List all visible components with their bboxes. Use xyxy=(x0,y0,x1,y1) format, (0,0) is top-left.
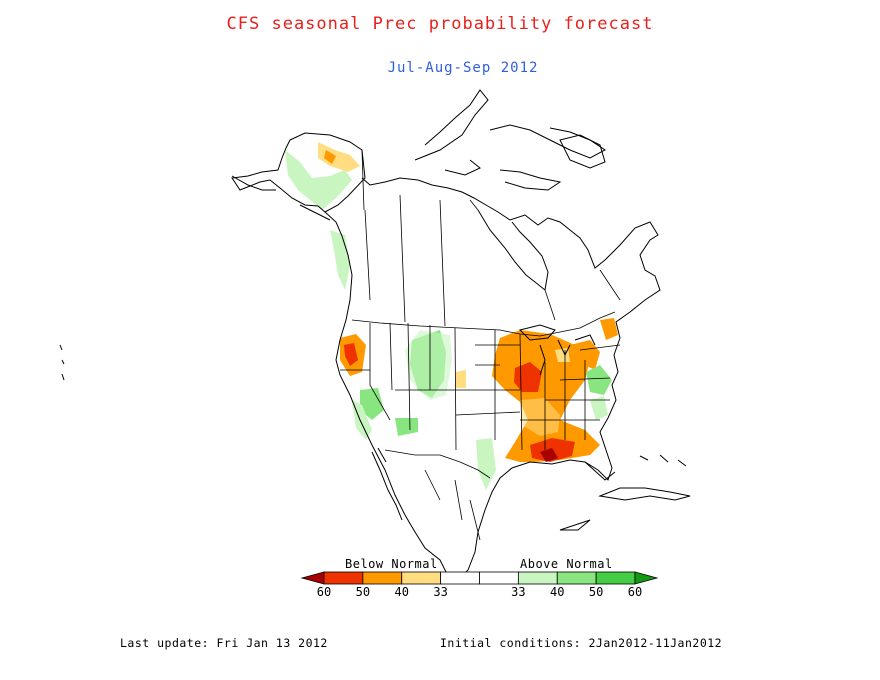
alaska-outline xyxy=(231,132,366,213)
aleutians xyxy=(231,175,331,221)
legend-below-label: Below Normal xyxy=(345,557,438,571)
arctic-islands xyxy=(414,89,606,191)
legend-tick-label-3: 40 xyxy=(395,585,409,599)
legend-color-bar: 60 50 40 33 33 40 50 60 xyxy=(300,571,659,599)
canada-provinces xyxy=(364,194,621,327)
mexico-states xyxy=(424,469,481,541)
shade-east-orange xyxy=(492,330,600,462)
shade-east-orange-north xyxy=(570,340,600,370)
shade-gulf-darkred xyxy=(540,448,558,462)
legend-tick-label-8: 60 xyxy=(628,585,642,599)
shade-oregon-red xyxy=(344,343,358,366)
legend-bin-0 xyxy=(300,571,325,585)
shade-alaska-green xyxy=(285,150,352,210)
legend-bin-9 xyxy=(634,571,659,585)
hawaii xyxy=(59,344,65,381)
shade-nevada-green xyxy=(360,388,384,420)
shade-texas-green xyxy=(476,438,496,490)
legend-bin-2 xyxy=(362,571,403,585)
shade-northern-plains-light xyxy=(405,330,452,400)
last-update-text: Last update: Fri Jan 13 2012 xyxy=(120,636,328,650)
legend-bin-4 xyxy=(440,571,480,585)
shade-southeast-yellow xyxy=(520,398,560,436)
us-canada-border xyxy=(351,311,616,337)
legend-bin-8 xyxy=(595,571,636,585)
shade-alaska-yellow xyxy=(318,142,360,172)
initial-conditions-text: Initial conditions: 2Jan2012-11Jan2012 xyxy=(440,636,723,650)
shade-arizona-green xyxy=(395,418,418,436)
map-subtitle: Jul-Aug-Sep 2012 xyxy=(387,60,539,76)
map-title: CFS seasonal Prec probability forecast xyxy=(226,14,654,34)
legend-bin-5 xyxy=(479,571,519,585)
shade-georgia-light xyxy=(590,396,608,420)
coastlines xyxy=(59,89,691,579)
shade-bc-coast-green xyxy=(330,230,350,290)
legend-above-label: Above Normal xyxy=(520,557,613,571)
florida xyxy=(584,461,616,481)
shade-kansas-yellow xyxy=(456,370,466,388)
legend-tick-label-2: 50 xyxy=(356,585,370,599)
baja xyxy=(371,447,403,521)
hudson-bay xyxy=(477,209,549,291)
greenland-tip xyxy=(559,134,606,169)
shade-virginia-green xyxy=(586,365,612,395)
legend-bin-3 xyxy=(401,571,442,585)
political-boundaries xyxy=(340,149,621,541)
legend-tick-label-6: 40 xyxy=(550,585,564,599)
legend-tick-label-1: 60 xyxy=(317,585,331,599)
cuba xyxy=(598,487,691,501)
bahamas xyxy=(639,454,687,467)
legend-tick-label-4: 33 xyxy=(433,585,447,599)
legend-bin-7 xyxy=(556,571,597,585)
mainland-outline xyxy=(324,177,661,579)
legend-tick-label-7: 50 xyxy=(589,585,603,599)
hispaniola xyxy=(559,519,591,531)
shade-newengland-orange xyxy=(600,318,618,340)
shade-california-green xyxy=(352,400,372,440)
state-lines xyxy=(340,322,621,451)
shade-alaska-orange xyxy=(324,150,336,164)
probability-shading xyxy=(285,142,618,490)
alaska-canada-border xyxy=(361,149,365,211)
legend-bin-1 xyxy=(323,571,364,585)
legend-tick-label-5: 33 xyxy=(511,585,525,599)
us-mexico-border xyxy=(384,449,491,479)
legend-bin-6 xyxy=(517,571,558,585)
